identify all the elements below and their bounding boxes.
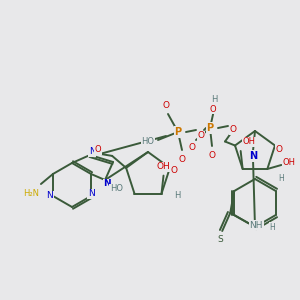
Text: O: O	[178, 154, 185, 164]
Text: O: O	[188, 143, 196, 152]
Text: HO: HO	[142, 137, 154, 146]
Text: O: O	[275, 145, 283, 154]
Text: NH: NH	[250, 220, 263, 230]
Text: P: P	[174, 127, 182, 137]
Text: N: N	[249, 151, 257, 161]
Text: H: H	[174, 191, 181, 200]
Text: O: O	[163, 100, 170, 109]
Text: O: O	[170, 167, 177, 176]
Text: N: N	[88, 148, 95, 157]
Text: H₂N: H₂N	[23, 188, 39, 197]
Text: H: H	[278, 175, 284, 184]
Text: OH: OH	[157, 162, 170, 171]
Text: HO: HO	[110, 184, 123, 193]
Text: OH: OH	[242, 137, 255, 146]
Text: OH: OH	[283, 158, 296, 167]
Text: O: O	[208, 151, 215, 160]
Text: H: H	[269, 223, 275, 232]
Text: H: H	[211, 95, 217, 104]
Text: O: O	[95, 146, 101, 154]
Text: S: S	[217, 235, 223, 244]
Text: N: N	[88, 190, 94, 199]
Text: N: N	[46, 191, 53, 200]
Text: O: O	[197, 131, 205, 140]
Text: N: N	[103, 179, 111, 188]
Text: O: O	[230, 125, 236, 134]
Text: O: O	[210, 104, 216, 113]
Text: P: P	[206, 123, 214, 133]
